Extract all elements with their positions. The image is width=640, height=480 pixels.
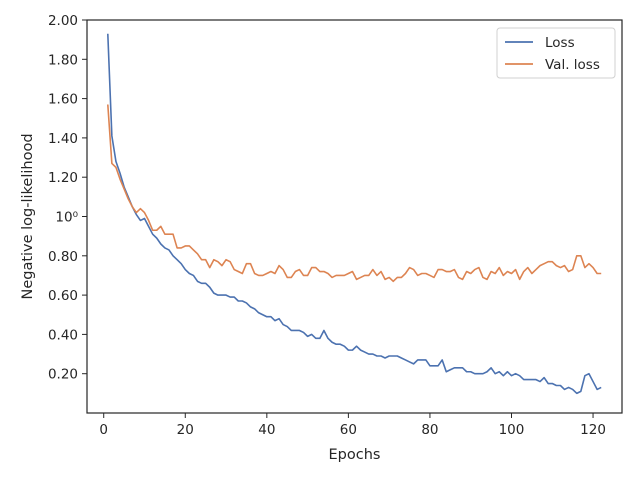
y-axis-label: Negative log-likelihood xyxy=(20,133,36,299)
y-tick-label: 1.80 xyxy=(48,52,78,68)
x-tick-label: 80 xyxy=(421,422,438,438)
y-axis-ticks: 0.20 0.40 0.60 0.80 10⁰ 1.20 1.40 1.60 1.80 2.00 xyxy=(48,13,87,383)
y-tick-label: 2.00 xyxy=(48,13,78,29)
x-tick-label: 40 xyxy=(258,422,275,438)
legend-label-val-loss: Val. loss xyxy=(545,57,600,73)
x-tick-label: 60 xyxy=(340,422,357,438)
x-tick-label: 120 xyxy=(580,422,606,438)
legend-box xyxy=(496,27,616,79)
y-tick-label: 1.60 xyxy=(48,92,78,108)
y-tick-label: 1.40 xyxy=(48,131,78,147)
legend: Loss Val. loss xyxy=(496,27,616,79)
x-tick-label: 0 xyxy=(99,422,108,438)
y-tick-label: 0.40 xyxy=(48,327,78,343)
y-tick-label: 0.80 xyxy=(48,249,78,265)
y-tick-label: 1.20 xyxy=(48,170,78,186)
y-tick-label: 0.20 xyxy=(48,367,78,383)
series-line-loss xyxy=(107,33,602,395)
series-layer xyxy=(107,33,602,395)
y-tick-label: 0.60 xyxy=(48,288,78,304)
x-axis-label: Epochs xyxy=(329,447,381,463)
series-line-val-loss xyxy=(107,104,602,283)
legend-label-loss: Loss xyxy=(545,35,575,51)
x-tick-label: 100 xyxy=(499,422,525,438)
axes-frame xyxy=(86,19,623,414)
x-axis-ticks: 0 20 40 60 80 100 120 xyxy=(99,413,606,438)
y-tick-label: 10⁰ xyxy=(55,210,78,226)
x-tick-label: 20 xyxy=(177,422,194,438)
